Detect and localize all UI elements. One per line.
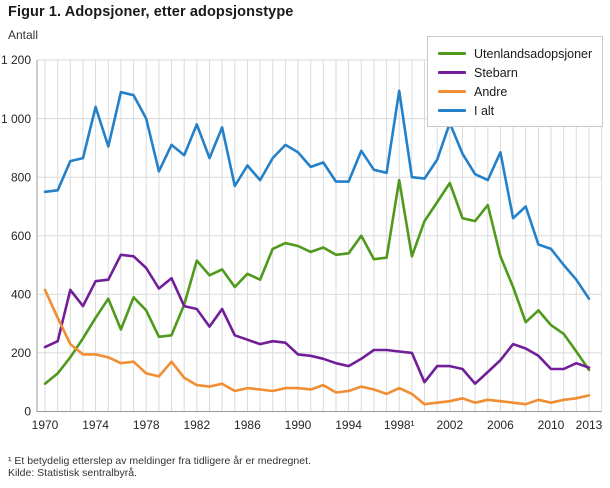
y-tick-label: 400 <box>11 288 31 302</box>
series-line-i-alt <box>43 89 591 301</box>
x-tick-label: 1974 <box>82 418 109 432</box>
chart-source: Kilde: Statistisk sentralbyrå. <box>8 467 137 479</box>
x-tick-label: 1990 <box>285 418 312 432</box>
legend-line-swatch <box>438 109 466 112</box>
y-tick-label: 600 <box>11 229 31 243</box>
legend-item-utenlandsadopsjoner: Utenlandsadopsjoner <box>438 44 594 63</box>
series-line-andre <box>43 288 591 406</box>
y-axis-tick-labels: 0 200 400 600 800 1 000 1 200 <box>1 53 31 419</box>
chart-footnote: ¹ Et betydelig etterslep av meldinger fr… <box>8 455 311 467</box>
series-line-utenlandsadopsjoner <box>43 178 591 386</box>
y-axis-unit-label: Antall <box>8 28 39 42</box>
x-tick-label: 2010 <box>538 418 565 432</box>
x-tick-label: 1986 <box>234 418 261 432</box>
legend-label: Utenlandsadopsjoner <box>474 46 593 61</box>
legend-item-stebarn: Stebarn <box>438 63 594 82</box>
legend-line-swatch <box>438 52 466 55</box>
x-tick-label: 1978 <box>133 418 160 432</box>
x-tick-label: 2002 <box>436 418 463 432</box>
y-tick-label: 1 200 <box>1 53 31 67</box>
legend-item-i-alt: I alt <box>438 101 594 120</box>
legend: Utenlandsadopsjoner Stebarn Andre I alt <box>427 36 603 127</box>
y-tick-label: 200 <box>11 346 31 360</box>
x-tick-label: 2013 <box>576 418 603 432</box>
figure-title: Figur 1. Adopsjoner, etter adopsjonstype <box>8 4 294 20</box>
gridlines <box>36 59 603 412</box>
x-tick-label: 1994 <box>335 418 362 432</box>
x-tick-label: 2006 <box>487 418 514 432</box>
y-tick-label: 1 000 <box>1 112 31 126</box>
legend-line-swatch <box>438 90 466 93</box>
legend-item-andre: Andre <box>438 82 594 101</box>
legend-label: Andre <box>474 84 508 99</box>
y-tick-label: 800 <box>11 170 31 184</box>
x-axis-tick-labels: 1970 1974 1978 1982 1986 1990 1994 1998¹ 2002 200… <box>32 418 603 432</box>
series-line-stebarn <box>43 253 591 386</box>
legend-label: Stebarn <box>474 65 518 80</box>
x-tick-label: 1970 <box>32 418 59 432</box>
x-tick-label: 1998¹ <box>384 418 415 432</box>
legend-label: I alt <box>474 103 495 118</box>
legend-line-swatch <box>438 71 466 74</box>
y-tick-label: 0 <box>24 405 31 419</box>
x-tick-label: 1982 <box>183 418 210 432</box>
